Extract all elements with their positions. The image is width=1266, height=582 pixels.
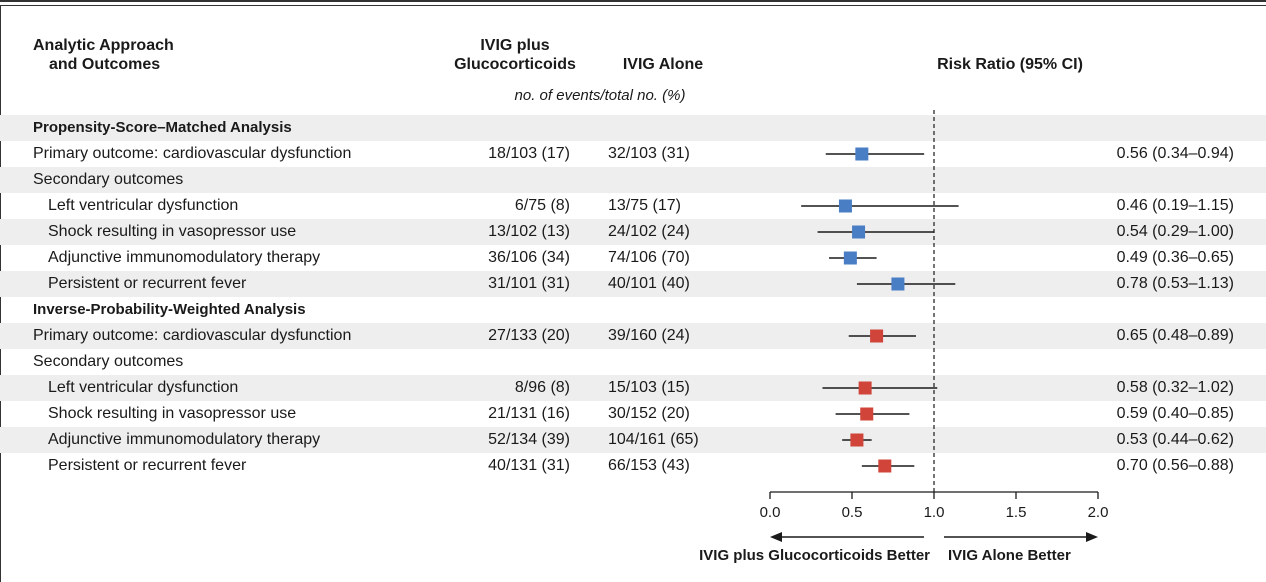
section-row: Inverse-Probability-Weighted Analysis <box>0 297 1266 323</box>
header-outcomes: Analytic Approach and Outcomes <box>33 36 333 74</box>
point-estimate <box>838 199 852 213</box>
point-estimate <box>850 433 864 447</box>
ivig-alone-events: 40/101 (40) <box>608 275 690 292</box>
table-row: Shock resulting in vasopressor use 21/131… <box>0 401 1266 427</box>
point-estimate <box>858 381 872 395</box>
row-label: Inverse-Probability-Weighted Analysis <box>33 301 306 318</box>
row-label: Adjunctive immunomodulatory therapy <box>48 431 321 448</box>
ivig-alone-events: 30/152 (20) <box>608 405 690 422</box>
point-estimate <box>860 407 874 421</box>
events-subheader: no. of events/total no. (%) <box>514 87 686 104</box>
table-row: Secondary outcomes <box>0 349 1266 375</box>
risk-ratio-value: 0.70 (0.56–0.88) <box>1116 457 1234 474</box>
row-label: Shock resulting in vasopressor use <box>48 405 297 422</box>
table-row: Left ventricular dysfunction 8/96 (8) 15/1… <box>0 375 1266 401</box>
ivig-glucocorticoid-events: 8/96 (8) <box>514 379 570 396</box>
section-row: Propensity-Score–Matched Analysis <box>0 115 1266 141</box>
point-estimate <box>843 251 857 265</box>
right-arrow-head <box>1086 532 1098 542</box>
x-tick-label: 1.5 <box>1006 504 1027 521</box>
table-row: Primary outcome: cardiovascular dysfunct… <box>0 141 1266 167</box>
x-tick-label: 2.0 <box>1088 504 1109 521</box>
point-estimate <box>855 147 869 161</box>
risk-ratio-value: 0.49 (0.36–0.65) <box>1116 249 1234 266</box>
row-label: Left ventricular dysfunction <box>48 197 239 214</box>
hdr-outcomes-line: and Outcomes <box>49 56 161 73</box>
ivig-alone-events: 104/161 (65) <box>608 431 699 448</box>
risk-ratio-value: 0.53 (0.44–0.62) <box>1116 431 1234 448</box>
ivig-alone-events: 24/102 (24) <box>608 223 690 240</box>
top-border <box>0 0 1266 2</box>
x-tick-label: 0.5 <box>842 504 863 521</box>
hdr-group1-line: IVIG plus <box>480 37 550 54</box>
risk-ratio-value: 0.46 (0.19–1.15) <box>1116 197 1234 214</box>
ivig-glucocorticoid-events: 31/101 (31) <box>488 275 570 292</box>
ivig-alone-events: 39/160 (24) <box>608 327 690 344</box>
row-label: Left ventricular dysfunction <box>48 379 239 396</box>
ivig-glucocorticoid-events: 13/102 (13) <box>488 223 570 240</box>
right-better-label: IVIG Alone Better <box>948 547 1071 564</box>
ivig-glucocorticoid-events: 6/75 (8) <box>514 197 570 214</box>
hdr-group1-line: Glucocorticoids <box>454 56 576 73</box>
row-label: Primary outcome: cardiovascular dysfunct… <box>33 327 352 344</box>
risk-ratio-value: 0.59 (0.40–0.85) <box>1116 405 1234 422</box>
ivig-glucocorticoid-events: 21/131 (16) <box>488 405 570 422</box>
ivig-alone-events: 32/103 (31) <box>608 145 690 162</box>
x-tick-label: 0.0 <box>760 504 781 521</box>
table-row: Adjunctive immunomodulatory therapy 36/10… <box>0 245 1266 271</box>
risk-ratio-value: 0.56 (0.34–0.94) <box>1116 145 1234 162</box>
ivig-alone-events: 74/106 (70) <box>608 249 690 266</box>
row-label: Persistent or recurrent fever <box>48 275 247 292</box>
table-row: Left ventricular dysfunction 6/75 (8) 13/7… <box>0 193 1266 219</box>
row-label: Shock resulting in vasopressor use <box>48 223 297 240</box>
header-ivig-plus-glucocorticoids: IVIG plus Glucocorticoids <box>440 36 590 74</box>
ivig-alone-events: 15/103 (15) <box>608 379 690 396</box>
ivig-glucocorticoid-events: 18/103 (17) <box>488 145 570 162</box>
hdr-outcomes-line: Analytic Approach <box>33 37 174 54</box>
table-row: Persistent or recurrent fever 31/101 (31)… <box>0 271 1266 297</box>
table-row: Persistent or recurrent fever 40/131 (31)… <box>0 453 1266 479</box>
ivig-alone-events: 13/75 (17) <box>608 197 681 214</box>
row-label: Secondary outcomes <box>33 171 184 188</box>
ivig-glucocorticoid-events: 52/134 (39) <box>488 431 570 448</box>
table-row: Adjunctive immunomodulatory therapy 52/13… <box>0 427 1266 453</box>
point-estimate <box>852 225 866 239</box>
x-tick-label: 1.0 <box>924 504 945 521</box>
ivig-glucocorticoid-events: 27/133 (20) <box>488 327 570 344</box>
ivig-alone-events: 66/153 (43) <box>608 457 690 474</box>
point-estimate <box>878 459 892 473</box>
risk-ratio-value: 0.65 (0.48–0.89) <box>1116 327 1234 344</box>
ivig-glucocorticoid-events: 40/131 (31) <box>488 457 570 474</box>
table-row: Primary outcome: cardiovascular dysfunct… <box>0 323 1266 349</box>
row-label: Propensity-Score–Matched Analysis <box>33 119 292 136</box>
row-label: Adjunctive immunomodulatory therapy <box>48 249 321 266</box>
table-row: Secondary outcomes <box>0 167 1266 193</box>
row-label: Persistent or recurrent fever <box>48 457 247 474</box>
top-border-inner <box>0 5 1266 6</box>
point-estimate <box>891 277 905 291</box>
risk-ratio-value: 0.54 (0.29–1.00) <box>1116 223 1234 240</box>
risk-ratio-value: 0.58 (0.32–1.02) <box>1116 379 1234 396</box>
header-ivig-alone: IVIG Alone <box>622 56 704 73</box>
ivig-glucocorticoid-events: 36/106 (34) <box>488 249 570 266</box>
left-better-label: IVIG plus Glucocorticoids Better <box>699 547 930 564</box>
header-risk-ratio: Risk Ratio (95% CI) <box>937 56 1083 73</box>
point-estimate <box>870 329 884 343</box>
row-label: Primary outcome: cardiovascular dysfunct… <box>33 145 352 162</box>
left-arrow-head <box>770 532 782 542</box>
risk-ratio-value: 0.78 (0.53–1.13) <box>1116 275 1234 292</box>
row-label: Secondary outcomes <box>33 353 184 370</box>
table-row: Shock resulting in vasopressor use 13/102… <box>0 219 1266 245</box>
